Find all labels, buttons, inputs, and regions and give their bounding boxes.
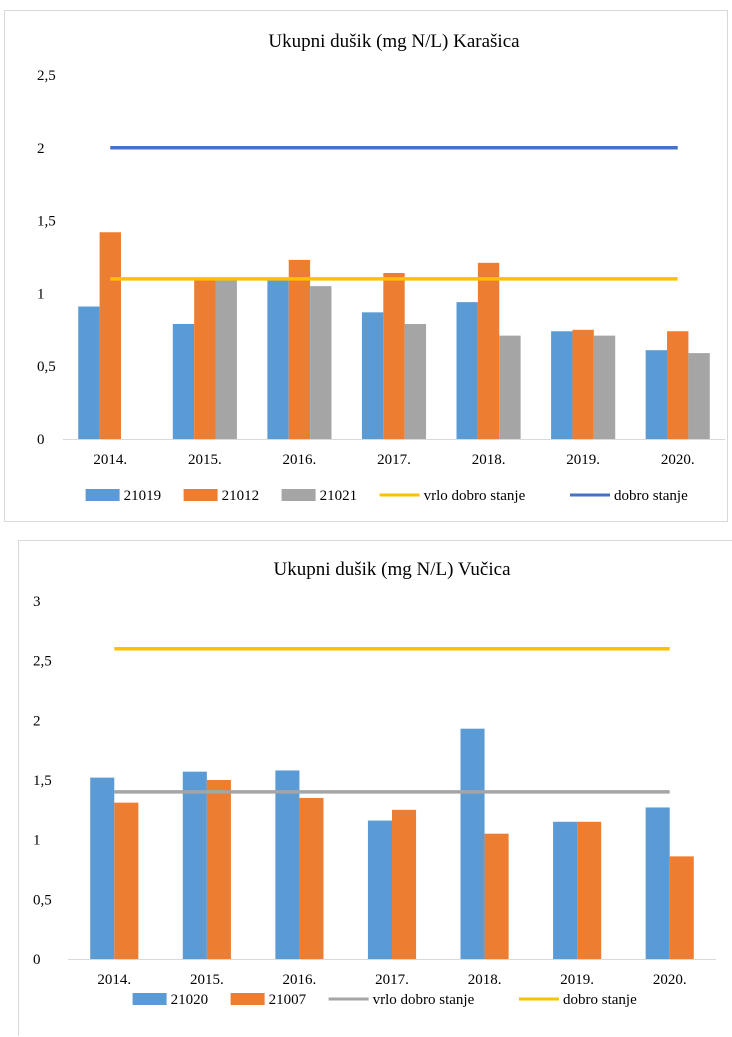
karasica-legend-label-vrlo-dobro-stanje: vrlo dobro stanje [424, 488, 526, 504]
vucica-x-tick-label: 2014. [97, 972, 131, 988]
karasica-legend-label-dobro-stanje: dobro stanje [614, 488, 688, 504]
karasica-bar-21012-2018 [477, 262, 500, 439]
karasica-bar-21021-2015 [215, 278, 237, 439]
vucica-bar-21007-2019 [577, 821, 602, 959]
karasica-bar-21012-2017 [383, 273, 405, 439]
vucica-x-tick-label: 2020. [653, 972, 687, 988]
karasica-x-tick-label: 2019. [566, 452, 600, 468]
karasica-legend-label-21021: 21021 [320, 488, 358, 504]
chart-karasica-svg: Ukupni dušik (mg N/L) Karašica 0 0,5 1 1,5 2 2… [37, 31, 725, 504]
vucica-x-tick-label: 2016. [283, 972, 317, 988]
vucica-y-tick-label: 0,5 [33, 892, 52, 908]
vucica-x-tick-label: 2015. [190, 972, 224, 988]
karasica-bar-21021-2017 [404, 323, 427, 439]
vucica-legend-label-21007: 21007 [269, 992, 307, 1008]
karasica-bar-21019-2015 [172, 323, 195, 439]
karasica-legend-label-21012: 21012 [222, 488, 260, 504]
vucica-y-tick-label: 1 [33, 833, 41, 849]
vucica-bar-21020-2017 [367, 820, 392, 959]
karasica-bar-21012-2016 [288, 259, 311, 439]
karasica-y-tick-label: 0,5 [37, 359, 56, 375]
karasica-bar-21021-2018 [499, 335, 521, 439]
karasica-y-tick-label: 2,5 [37, 68, 56, 84]
vucica-x-tick-label: 2017. [375, 972, 409, 988]
karasica-title: Ukupni dušik (mg N/L) Karašica [268, 31, 520, 52]
vucica-bar-21020-2020 [645, 807, 670, 959]
karasica-bar-21021-2020 [688, 353, 710, 439]
vucica-x-tick-label: 2019. [560, 972, 594, 988]
karasica-y-tick-label: 0 [37, 432, 45, 448]
karasica-bar-21012-2014 [99, 232, 121, 439]
vucica-bar-21020-2014 [90, 777, 115, 959]
karasica-legend-swatch-21012 [183, 489, 218, 501]
karasica-bar-21012-2020 [667, 331, 689, 439]
karasica-x-tick-label: 2014. [93, 452, 127, 468]
karasica-bar-21012-2015 [194, 278, 216, 439]
vucica-y-tick-label: 1,5 [33, 773, 52, 789]
karasica-x-tick-label: 2020. [661, 452, 695, 468]
karasica-bar-21021-2016 [310, 286, 332, 439]
vucica-bar-21020-2018 [460, 728, 485, 959]
chart-karasica: Ukupni dušik (mg N/L) Karašica 0 0,5 1 1,5 2 2… [4, 10, 728, 522]
chart-vucica: Ukupni dušik (mg N/L) Vučica 0 0,5 1 1,5 2 2,5… [18, 540, 732, 1036]
karasica-legend-label-21019: 21019 [124, 488, 162, 504]
vucica-bar-21007-2020 [669, 856, 694, 959]
karasica-bar-21019-2019 [551, 331, 573, 439]
vucica-legend-label-21020: 21020 [171, 992, 209, 1008]
karasica-y-tick-label: 2 [37, 141, 45, 157]
vucica-bar-21007-2015 [206, 780, 231, 959]
karasica-x-tick-label: 2018. [472, 452, 506, 468]
vucica-legend-label-vrlo-dobro-stanje: vrlo dobro stanje [373, 992, 475, 1008]
vucica-y-tick-label: 2 [33, 713, 41, 729]
vucica-bar-21020-2019 [553, 821, 578, 959]
karasica-bar-21019-2014 [78, 306, 100, 439]
vucica-legend-swatch-21020 [132, 993, 167, 1005]
vucica-y-tick-label: 3 [33, 594, 41, 610]
vucica-bar-21007-2017 [392, 809, 417, 959]
vucica-bar-21007-2014 [114, 802, 139, 959]
karasica-bar-21019-2020 [645, 350, 668, 439]
vucica-x-tick-label: 2018. [468, 972, 502, 988]
karasica-y-tick-label: 1,5 [37, 214, 56, 230]
karasica-legend-swatch-21021 [281, 489, 316, 501]
karasica-bar-21021-2019 [593, 335, 616, 439]
vucica-title: Ukupni dušik (mg N/L) Vučica [273, 559, 511, 580]
vucica-bar-21020-2016 [275, 770, 300, 959]
karasica-bar-21019-2017 [361, 312, 384, 439]
karasica-x-tick-label: 2015. [188, 452, 222, 468]
karasica-y-tick-label: 1 [37, 286, 45, 302]
karasica-x-tick-label: 2016. [283, 452, 317, 468]
vucica-bar-21007-2018 [484, 833, 509, 959]
vucica-y-tick-label: 2,5 [33, 654, 52, 670]
karasica-bar-21019-2018 [456, 302, 478, 439]
vucica-y-tick-label: 0 [33, 952, 41, 968]
karasica-x-tick-label: 2017. [377, 452, 411, 468]
karasica-bar-21019-2016 [267, 280, 289, 439]
vucica-bar-21007-2016 [299, 797, 324, 959]
karasica-bar-21012-2019 [572, 329, 594, 439]
vucica-bar-21020-2015 [182, 771, 207, 959]
chart-vucica-svg: Ukupni dušik (mg N/L) Vučica 0 0,5 1 1,5 2 2,5… [33, 559, 716, 1008]
vucica-legend-swatch-21007 [230, 993, 265, 1005]
vucica-legend-label-dobro-stanje: dobro stanje [563, 992, 637, 1008]
karasica-legend-swatch-21019 [85, 489, 120, 501]
